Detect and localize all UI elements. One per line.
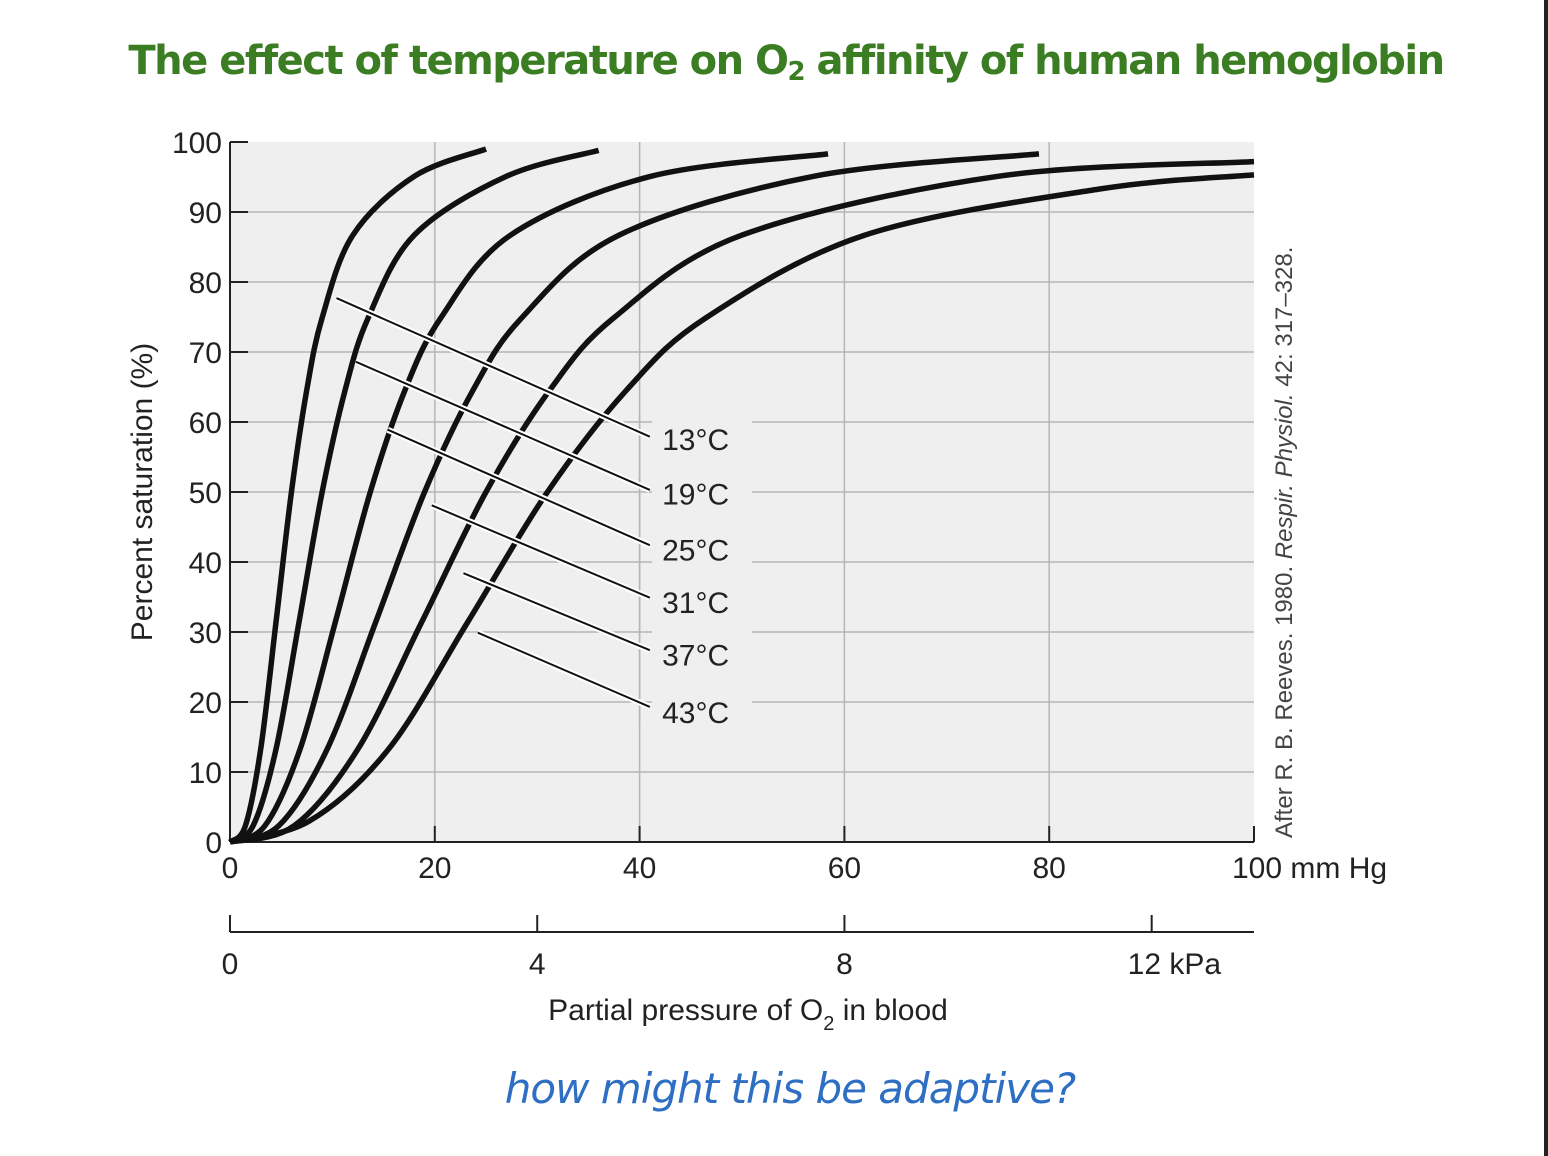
chart-title: The effect of temperature on O2 affinity… [0,38,1548,87]
y-tick-label: 100 [172,127,222,160]
leader-line [355,360,651,491]
title-rest: affinity of human hemoglobin [804,38,1446,84]
source-pre: After R. B. Reeves. 1980. [1271,559,1298,838]
question-text: how might this be adaptive? [504,1064,1076,1113]
leader-line [336,297,651,438]
y-tick-label: 20 [189,687,222,720]
curve-13c [228,146,487,845]
y-tick-label: 90 [189,197,222,230]
leader-line [431,504,651,599]
series-label: 19°C [662,479,729,512]
kpa-tick-label: 12 kPa [1128,948,1222,981]
kpa-tick-label: 8 [836,948,853,981]
leader-line [463,572,651,652]
x-tick-label: 0 [222,852,239,885]
title-subscript: 2 [787,57,806,87]
leader-line [477,631,651,708]
kpa-tick-label: 4 [529,948,546,981]
series-label: 37°C [662,640,729,673]
leader-line [387,428,651,547]
x-tick-label: 60 [828,852,861,885]
x-tick-label: 20 [418,852,451,885]
x-tick-label: 100 mm Hg [1232,852,1387,885]
series-label: 13°C [662,424,729,457]
y-axis-label: Percent saturation (%) [126,343,159,641]
y-tick-label: 70 [189,337,222,370]
y-tick-label: 80 [189,267,222,300]
curve-25c [228,151,829,845]
y-tick-label: 60 [189,407,222,440]
curve-31c [229,151,1040,845]
curve-19c [228,147,600,845]
series-label: 25°C [662,535,729,568]
curve-43c [229,172,1255,845]
title-text: The effect of temperature on O [128,38,789,84]
x-axis-label: Partial pressure of O2 in blood [548,994,948,1035]
y-tick-label: 10 [189,757,222,790]
source-post: 42: 317–328. [1271,247,1298,394]
x-label-text: Partial pressure of O [548,994,823,1027]
x-label-subscript: 2 [823,1013,834,1035]
x-tick-label: 40 [623,852,656,885]
source-citation: After R. B. Reeves. 1980. Respir. Physio… [1271,247,1298,838]
y-tick-label: 40 [189,547,222,580]
y-tick-label: 50 [189,477,222,510]
x-label-text-rest: in blood [834,994,947,1027]
series-label: 31°C [662,587,729,620]
x-tick-label: 80 [1033,852,1066,885]
kpa-tick-label: 0 [222,948,239,981]
label-area-background [652,415,752,725]
y-tick-label: 0 [205,827,222,860]
y-tick-label: 30 [189,617,222,650]
source-journal: Respir. Physiol. [1271,393,1298,559]
series-label: 43°C [662,697,729,730]
slide-edge [1544,0,1548,1156]
